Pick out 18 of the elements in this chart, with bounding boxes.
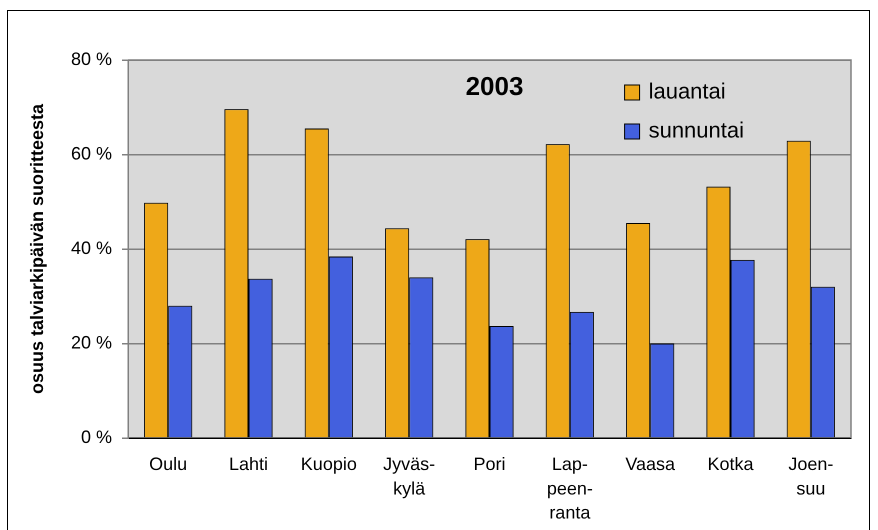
x-tick-label: Lahti [228, 454, 268, 474]
x-tick-label: Pori [473, 454, 506, 474]
x-tick-label: Jyväs- kylä [383, 454, 436, 498]
x-tick-label: Joen- suu [788, 454, 834, 498]
x-tick-label: Vaasa [625, 454, 676, 474]
y-tick-label: 40 % [70, 238, 112, 258]
x-tick-label: Kotka [707, 454, 754, 474]
x-tick-label: Lap- peen- ranta [546, 454, 593, 523]
text: 2003 [466, 71, 524, 102]
x-tick-label: Kuopio [300, 454, 357, 474]
y-axis-title: osuus talviarkipäivän suoritteesta [26, 102, 47, 394]
y-tick-label: 80 % [70, 48, 112, 69]
x-tick-label: Oulu [149, 454, 188, 474]
y-tick-label: 0 % [80, 426, 112, 447]
y-tick-label: 20 % [70, 332, 112, 352]
legend-label: sunnuntai [648, 118, 744, 143]
y-tick-label: 60 % [70, 143, 112, 164]
legend-label: lauantai [648, 78, 726, 104]
